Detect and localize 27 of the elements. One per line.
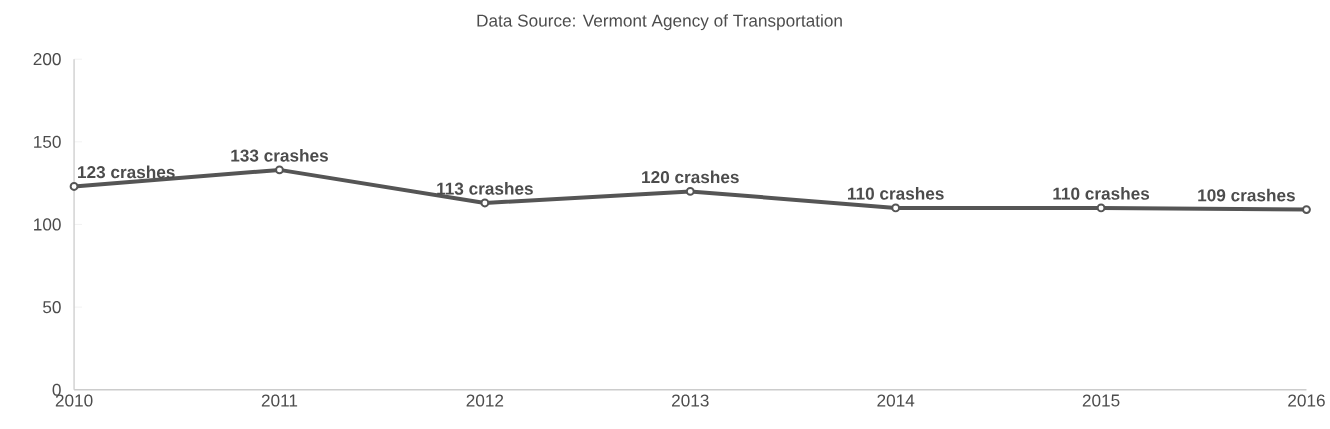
data-label: 109 crashes xyxy=(1198,188,1295,202)
chart-title: Data Source: Vermont Agency of Transportation xyxy=(477,13,842,30)
x-tick-label: 2013 xyxy=(672,394,709,407)
y-tick-label: 200 xyxy=(33,52,61,66)
point xyxy=(891,203,901,213)
point xyxy=(69,181,79,191)
data-label: 123 crashes xyxy=(78,165,175,179)
x-tick-label: 2016 xyxy=(1288,394,1325,407)
x-tick-label: 2012 xyxy=(466,394,504,407)
y-tick-label: 50 xyxy=(43,300,61,313)
point xyxy=(480,198,490,208)
y-tick-label: 0 xyxy=(52,383,61,396)
point xyxy=(275,165,284,175)
point xyxy=(1096,203,1106,213)
x-tick-label: 2014 xyxy=(877,394,915,407)
data-label: 120 crashes xyxy=(642,170,739,183)
point xyxy=(685,186,695,196)
x-tick-label: 2015 xyxy=(1082,394,1120,407)
data-label: 110 crashes xyxy=(848,186,944,200)
data-label: 110 crashes xyxy=(1053,186,1150,200)
x-tick-label: 2011 xyxy=(261,394,298,407)
y-tick-label: 100 xyxy=(34,218,61,231)
y-tick-label: 150 xyxy=(34,135,61,148)
point xyxy=(1302,204,1311,214)
x-tick-label: 2010 xyxy=(55,394,93,407)
data-label: 113 crashes xyxy=(437,181,533,195)
data-label: 133 crashes xyxy=(231,148,328,162)
